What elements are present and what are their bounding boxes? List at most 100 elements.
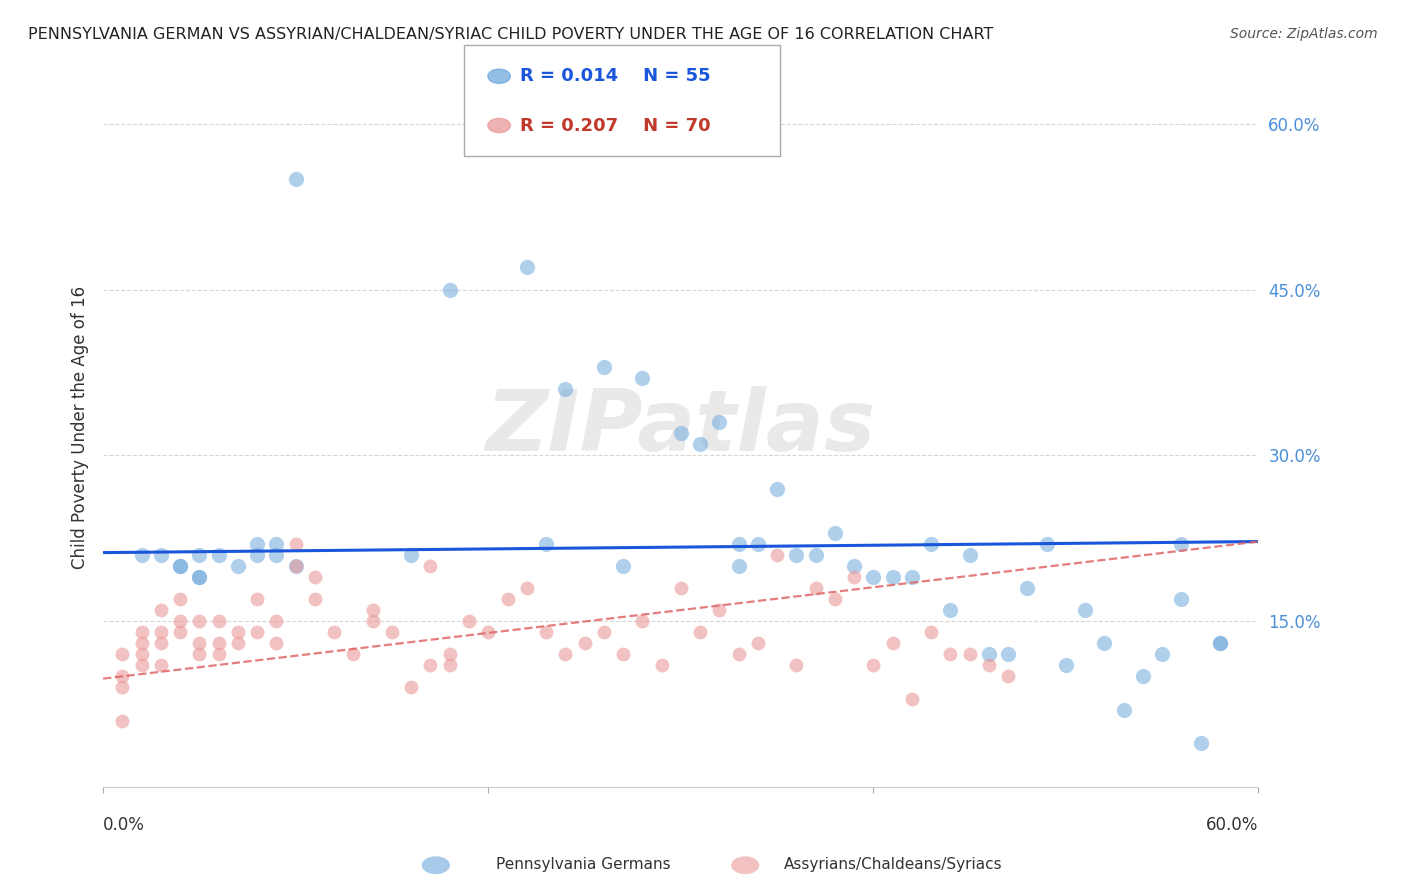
Point xyxy=(169,592,191,607)
Point xyxy=(208,614,231,628)
Point xyxy=(266,636,288,650)
Point xyxy=(534,537,557,551)
Point xyxy=(612,648,634,662)
Point xyxy=(727,648,749,662)
Point xyxy=(554,382,576,396)
Point xyxy=(188,614,211,628)
Point xyxy=(689,437,711,451)
Point xyxy=(188,548,211,562)
Point xyxy=(824,525,846,540)
Point xyxy=(419,558,441,573)
Point xyxy=(709,415,731,429)
Point xyxy=(361,614,384,628)
Point xyxy=(824,592,846,607)
Point xyxy=(939,603,962,617)
Point xyxy=(246,625,269,640)
Point xyxy=(727,558,749,573)
Point xyxy=(709,603,731,617)
Point xyxy=(342,648,364,662)
Point xyxy=(169,625,191,640)
Point xyxy=(111,714,134,728)
Text: ZIPatlas: ZIPatlas xyxy=(485,386,876,469)
Point xyxy=(246,592,269,607)
Point xyxy=(592,359,614,374)
Point xyxy=(842,558,865,573)
Text: Source: ZipAtlas.com: Source: ZipAtlas.com xyxy=(1230,27,1378,41)
Point xyxy=(1170,537,1192,551)
Point xyxy=(1209,636,1232,650)
Text: 0.0%: 0.0% xyxy=(103,815,145,834)
Point xyxy=(1170,592,1192,607)
Point xyxy=(226,558,249,573)
Point xyxy=(997,669,1019,683)
Point xyxy=(246,537,269,551)
Point xyxy=(901,691,924,706)
Point xyxy=(188,648,211,662)
Text: 60.0%: 60.0% xyxy=(1206,815,1258,834)
Text: Pennsylvania Germans: Pennsylvania Germans xyxy=(496,857,671,872)
Point xyxy=(842,570,865,584)
Point xyxy=(1094,636,1116,650)
Point xyxy=(111,681,134,695)
Point xyxy=(439,658,461,673)
Point xyxy=(766,548,789,562)
Point xyxy=(651,658,673,673)
Point xyxy=(959,548,981,562)
Point xyxy=(226,636,249,650)
Point xyxy=(284,558,307,573)
Point xyxy=(458,614,481,628)
Point xyxy=(284,537,307,551)
Text: R = 0.207    N = 70: R = 0.207 N = 70 xyxy=(520,117,711,135)
Point xyxy=(920,625,942,640)
Point xyxy=(939,648,962,662)
Point xyxy=(1152,648,1174,662)
Point xyxy=(689,625,711,640)
Point xyxy=(1112,702,1135,716)
Point xyxy=(747,537,769,551)
Point xyxy=(631,371,654,385)
Point xyxy=(1132,669,1154,683)
Point xyxy=(208,548,231,562)
Point xyxy=(226,625,249,640)
Point xyxy=(419,658,441,673)
Point xyxy=(381,625,404,640)
Point xyxy=(1074,603,1097,617)
Point xyxy=(977,648,1000,662)
Text: Assyrians/Chaldeans/Syriacs: Assyrians/Chaldeans/Syriacs xyxy=(783,857,1002,872)
Point xyxy=(399,548,422,562)
Point xyxy=(1017,581,1039,595)
Point xyxy=(284,172,307,186)
Point xyxy=(669,581,692,595)
Y-axis label: Child Poverty Under the Age of 16: Child Poverty Under the Age of 16 xyxy=(72,286,89,569)
Point xyxy=(920,537,942,551)
Point xyxy=(516,581,538,595)
Point xyxy=(131,636,153,650)
Point xyxy=(727,537,749,551)
Point xyxy=(149,548,172,562)
Point xyxy=(862,570,884,584)
Point xyxy=(246,548,269,562)
Point xyxy=(477,625,499,640)
Point xyxy=(439,648,461,662)
Point xyxy=(959,648,981,662)
Point xyxy=(266,537,288,551)
Point xyxy=(766,482,789,496)
Point xyxy=(304,592,326,607)
Point xyxy=(131,625,153,640)
Point xyxy=(208,636,231,650)
Point xyxy=(534,625,557,640)
Point xyxy=(862,658,884,673)
Point xyxy=(323,625,346,640)
Point xyxy=(631,614,654,628)
Point xyxy=(669,426,692,441)
Point xyxy=(1035,537,1057,551)
Point xyxy=(149,625,172,640)
Point xyxy=(439,283,461,297)
Point xyxy=(785,548,807,562)
Point xyxy=(188,570,211,584)
Point xyxy=(901,570,924,584)
Point xyxy=(169,558,191,573)
Point xyxy=(1054,658,1077,673)
Text: R = 0.014    N = 55: R = 0.014 N = 55 xyxy=(520,67,711,86)
Point xyxy=(592,625,614,640)
